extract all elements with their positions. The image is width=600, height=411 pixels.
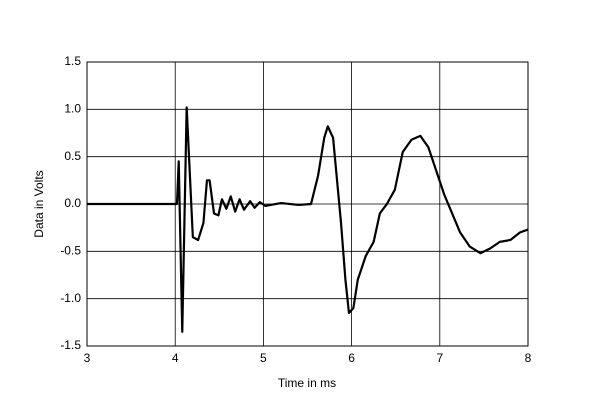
x-axis-label: Time in ms	[278, 376, 336, 390]
y-axis-label: Data in Volts	[32, 170, 46, 237]
y-tick-label: -1.0	[60, 291, 81, 305]
y-tick-label: 1.0	[64, 102, 81, 116]
x-tick-label: 7	[436, 351, 443, 365]
y-tick-label: 0.0	[64, 196, 81, 210]
x-tick-label: 3	[84, 351, 91, 365]
x-tick-label: 4	[172, 351, 179, 365]
y-tick-label: -1.5	[60, 338, 81, 352]
y-tick-label: 1.5	[64, 54, 81, 68]
y-tick-label: 0.5	[64, 149, 81, 163]
y-tick-label: -0.5	[60, 244, 81, 258]
x-tick-label: 6	[348, 351, 355, 365]
x-tick-label: 8	[525, 351, 532, 365]
x-tick-label: 5	[260, 351, 267, 365]
data-line	[87, 106, 529, 333]
